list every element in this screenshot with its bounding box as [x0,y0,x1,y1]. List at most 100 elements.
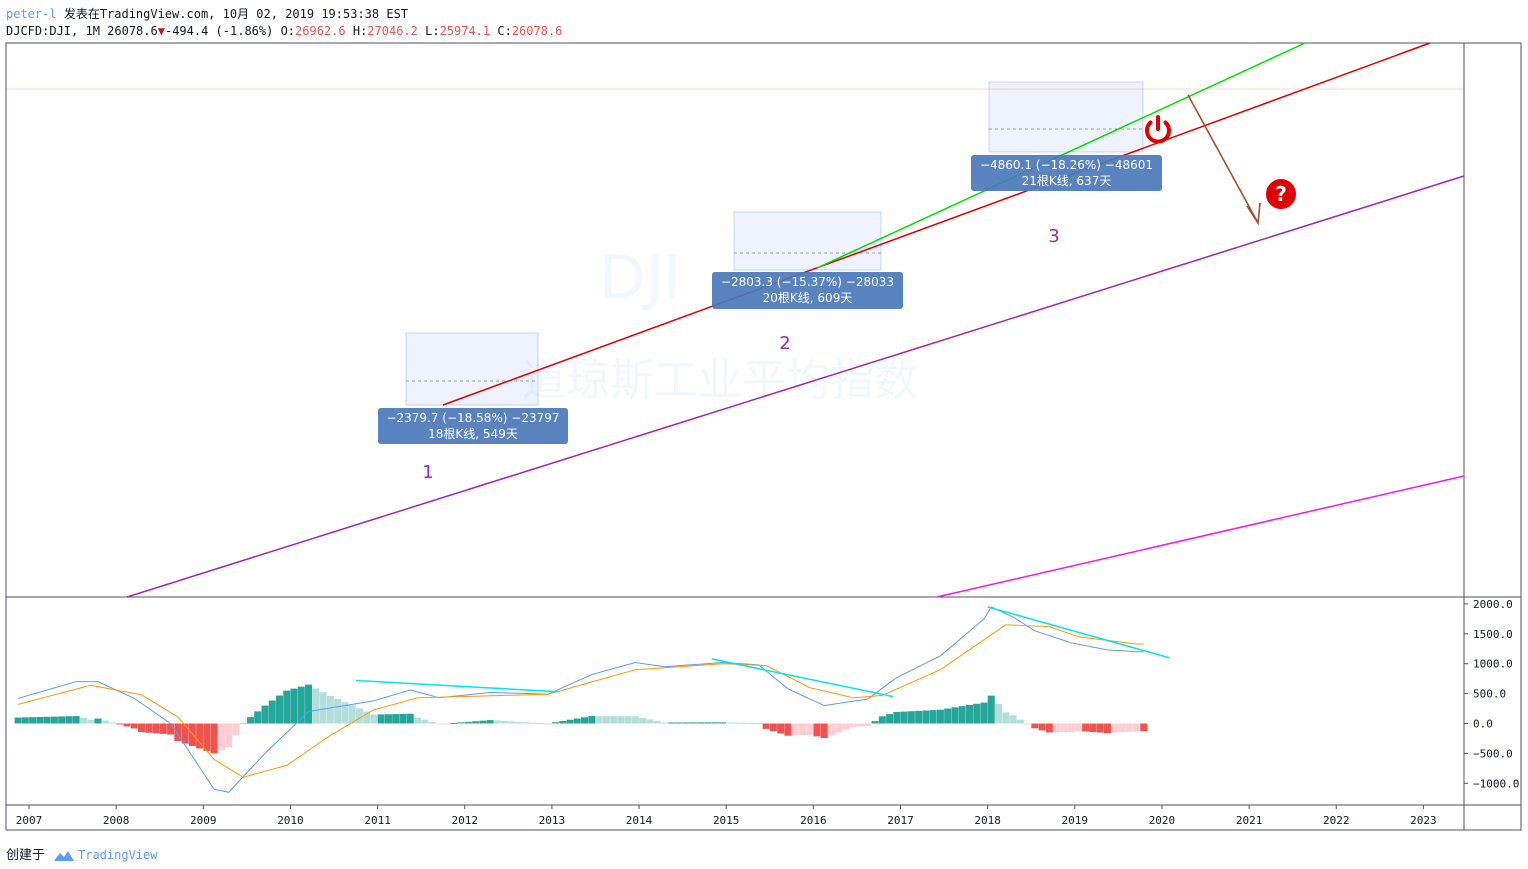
measure-label-line2: 18根K线, 549天 [428,427,518,441]
macd-histogram-bar [864,723,872,726]
macd-histogram-bar [1053,723,1061,733]
tradingview-link[interactable]: TradingView [78,848,158,862]
wave-number-1: 1 [422,462,433,483]
macd-histogram-bar [232,723,240,736]
macd-histogram-bar [246,717,254,724]
macd-histogram-bar [334,699,342,724]
macd-histogram-bar [152,723,160,734]
macd-histogram-bar [842,723,850,730]
time-tick-label: 2009 [190,814,217,827]
macd-histogram-bar [225,723,233,748]
macd-histogram-bar [566,719,574,724]
macd-histogram-bar [675,722,683,724]
macd-histogram-bar [14,717,22,724]
macd-histogram-bar [995,703,1003,724]
macd-histogram-bar [508,721,516,724]
macd-histogram-bar [188,723,196,746]
macd-histogram-bar [355,708,363,724]
macd-histogram-bar [878,716,886,724]
macd-histogram-bar [1133,723,1140,732]
macd-histogram-bar [217,723,225,751]
macd-histogram-bar [639,717,647,724]
power-icon [1145,115,1171,144]
measure-label-line1: −2803.3 (−15.37%) −28033 [721,275,894,289]
symbol-label: DJCFD:DJI, 1M [6,24,100,38]
macd-histogram-bar [43,716,51,724]
macd-histogram-bar [544,723,552,725]
macd-axis[interactable]: 2000.0 1500.0 1000.0 500.0 0.0 −500.0 −1000.0 [1464,598,1519,790]
macd-histogram-bar [791,723,799,736]
macd-histogram-bar [1096,723,1104,733]
macd-histogram-bar [1060,723,1068,733]
measure-label-line2: 21根K线, 637天 [1022,174,1112,188]
macd-histogram-bar [486,720,494,724]
macd-histogram-bar [472,721,480,724]
wave-number-2: 2 [779,333,790,354]
macd-histogram-bar [719,722,727,724]
macd-histogram-bar [813,723,821,737]
close-label: C: [497,24,512,38]
time-tick-label: 2015 [713,814,740,827]
measure-box-2 [733,211,882,271]
macd-histogram-bar [936,709,944,724]
macd-histogram-bar [740,722,748,724]
macd-histogram-bar [138,723,146,733]
macd-histogram-bar [414,717,422,724]
time-tick-label: 2007 [16,814,43,827]
time-axis[interactable]: 2007 2008 2009 2010 2011 2012 2013 2014 2015 2016… [16,805,1437,827]
macd-histogram-bar [72,716,80,724]
macd-histogram-bar [1045,723,1053,733]
macd-histogram-bar [283,690,291,724]
macd-histogram-bar [1031,723,1039,729]
macd-histogram-bar [827,723,835,736]
macd-tick-label: 1000.0 [1473,658,1513,671]
macd-histogram-bar [907,711,915,724]
time-tick-label: 2014 [626,814,653,827]
macd-histogram-bar [443,723,451,725]
macd-histogram-bar [748,723,756,725]
macd-tick-label: 0.0 [1473,718,1493,731]
macd-pane [14,606,1170,793]
measure-label-1 [378,408,568,444]
macd-histogram-bar [123,723,131,727]
high-label: H: [352,24,368,38]
measure-label-2 [712,272,903,309]
time-tick-label: 2023 [1410,814,1437,827]
macd-histogram-bar [588,716,596,724]
macd-histogram-bar [348,705,356,724]
macd-histogram-bar [987,695,995,724]
macd-histogram-bar [377,714,385,724]
measure-label-3 [971,155,1162,191]
macd-histogram-bar [290,688,298,724]
time-tick-label: 2020 [1149,814,1176,827]
macd-histogram-bar [181,723,189,744]
macd-histogram-bar [29,717,37,724]
macd-histogram-bar [501,720,509,724]
macd-histogram-bar [1038,723,1046,731]
macd-histogram-bar [944,708,952,724]
author-name[interactable]: peter-l [6,7,57,21]
macd-histogram-bar [1082,723,1090,732]
macd-histogram-bar [886,714,894,724]
macd-histogram-bar [493,720,501,724]
watermark-ticker: DJI [599,243,681,313]
macd-histogram-bar [552,722,559,724]
macd-histogram-bar [581,717,589,724]
macd-histogram-bar [239,722,247,724]
macd-histogram-bar [1067,723,1075,733]
macd-histogram-bar [341,702,349,724]
time-tick-label: 2018 [974,814,1001,827]
macd-histogram-bar [65,716,73,724]
macd-histogram-bar [624,716,632,724]
macd-histogram-bar [1140,723,1148,732]
macd-histogram-bar [457,722,465,724]
macd-histogram-bar [101,720,109,724]
macd-histogram-bar [762,723,770,729]
macd-histogram-bar [1111,723,1119,733]
created-label: 创建于 [6,848,46,863]
macd-histogram-bar [820,723,828,739]
time-tick-label: 2010 [277,814,304,827]
low-label: L: [425,24,440,38]
high-value: 27046.2 [367,24,418,38]
